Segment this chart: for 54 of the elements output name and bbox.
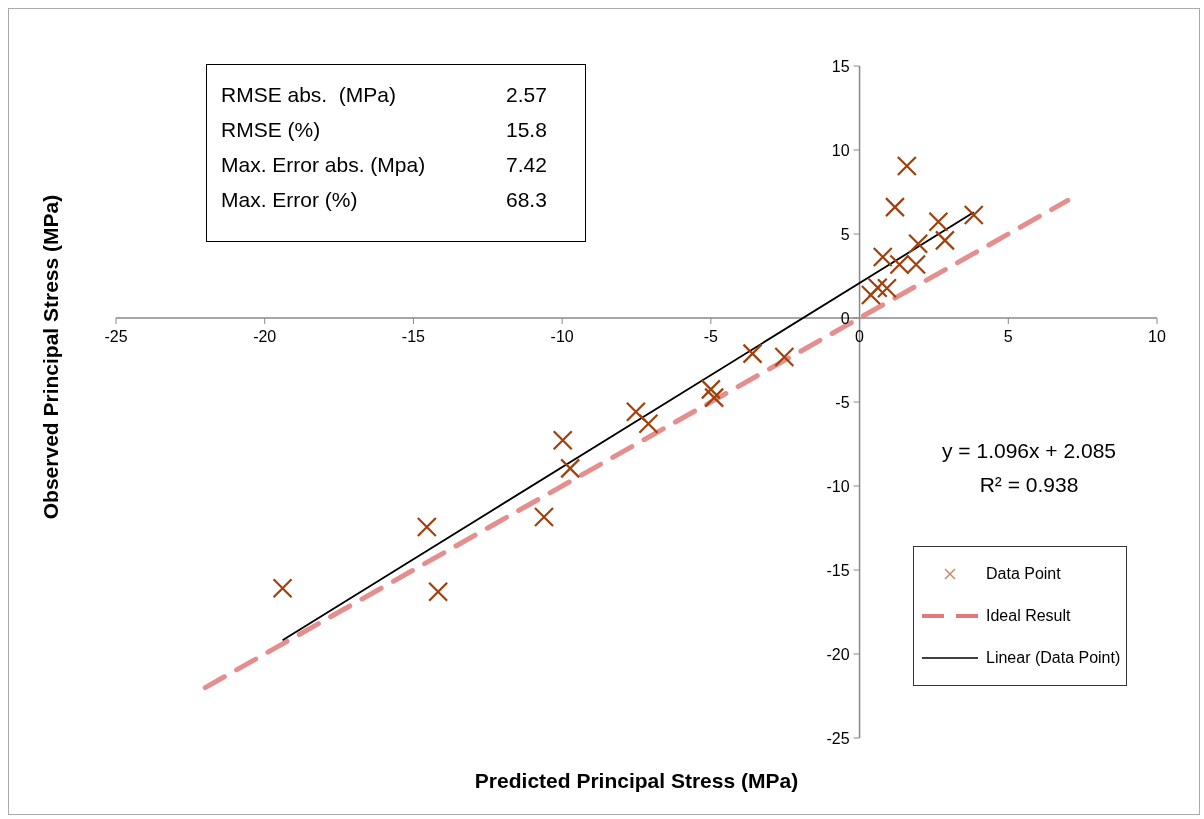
point bbox=[876, 278, 898, 299]
point bbox=[896, 155, 917, 177]
x-tick-label: 10 bbox=[1148, 328, 1166, 345]
point bbox=[700, 379, 721, 400]
y-tick-label: 5 bbox=[840, 226, 850, 243]
point bbox=[908, 233, 929, 254]
point bbox=[867, 277, 888, 298]
annotation: Max. Error (%) bbox=[221, 187, 359, 213]
annotation: 68.3 bbox=[506, 187, 547, 213]
point bbox=[552, 430, 573, 451]
y-axis-title: Observed Principal Stress (MPa) bbox=[39, 193, 63, 522]
annotation: 15.8 bbox=[506, 117, 547, 143]
point bbox=[963, 204, 984, 226]
annotation: RMSE (%) bbox=[221, 117, 322, 143]
y-tick-label: -15 bbox=[826, 562, 850, 579]
point bbox=[928, 211, 949, 232]
point bbox=[533, 506, 555, 528]
point bbox=[704, 387, 725, 408]
x-axis-title: Predicted Principal Stress (MPa) bbox=[473, 769, 800, 793]
y-tick-label: 0 bbox=[840, 310, 850, 327]
point bbox=[934, 230, 956, 251]
point bbox=[416, 516, 437, 538]
annotation: RMSE abs. (MPa) bbox=[221, 82, 398, 108]
point bbox=[742, 343, 763, 364]
point bbox=[272, 578, 293, 599]
annotation: 7.42 bbox=[506, 152, 547, 178]
y-tick-label: -25 bbox=[826, 730, 850, 747]
legend-label: Data Point bbox=[986, 565, 1061, 583]
annotation: R² = 0.938 bbox=[978, 472, 1080, 498]
x-tick-label: -20 bbox=[253, 328, 277, 345]
y-tick-label: 10 bbox=[831, 142, 850, 159]
x-tick-label: 5 bbox=[1003, 328, 1013, 345]
annotation: Max. Error abs. (Mpa) bbox=[221, 152, 427, 178]
point bbox=[860, 284, 881, 306]
x-tick-label: -5 bbox=[703, 328, 719, 345]
y-tick-label: -20 bbox=[826, 646, 850, 663]
legend-label: Linear (Data Point) bbox=[986, 649, 1121, 667]
y-tick-label: -10 bbox=[826, 478, 850, 495]
legend-label: Ideal Result bbox=[986, 607, 1071, 625]
annotation: y = 1.096x + 2.085 bbox=[941, 438, 1117, 464]
point bbox=[560, 458, 581, 479]
point bbox=[638, 413, 659, 434]
y-tick-label: -5 bbox=[835, 394, 850, 411]
annotation: 2.57 bbox=[506, 82, 547, 108]
point bbox=[428, 581, 449, 602]
x-tick-label: 0 bbox=[855, 328, 865, 345]
y-tick-label: 15 bbox=[831, 58, 850, 75]
x-tick-label: -10 bbox=[550, 328, 574, 345]
point bbox=[884, 197, 906, 218]
x-tick-label: -15 bbox=[401, 328, 426, 345]
point bbox=[625, 401, 647, 422]
x-tick-label: -25 bbox=[104, 328, 128, 345]
point bbox=[774, 346, 795, 368]
point bbox=[872, 246, 893, 268]
